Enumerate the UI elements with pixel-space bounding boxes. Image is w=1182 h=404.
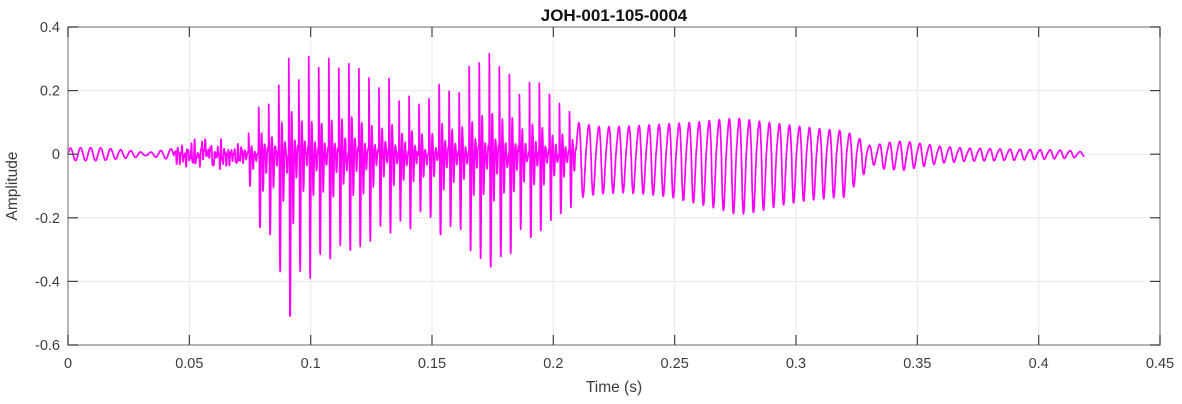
y-tick-label: 0.2 bbox=[40, 84, 60, 100]
x-tick-label: 0.35 bbox=[903, 356, 931, 372]
x-tick-label: 0.05 bbox=[175, 356, 203, 372]
x-tick-label: 0.25 bbox=[661, 356, 689, 372]
x-tick-label: 0.45 bbox=[1146, 356, 1174, 372]
axes-box-and-ticks bbox=[67, 26, 1161, 346]
waveform-line bbox=[67, 52, 1085, 317]
chart-title: JOH-001-105-0004 bbox=[541, 6, 688, 25]
y-tick-label: 0 bbox=[52, 147, 60, 163]
x-tick-label: 0.2 bbox=[543, 356, 563, 372]
y-tick-label: 0.4 bbox=[40, 20, 60, 36]
y-tick-label: -0.6 bbox=[35, 338, 60, 354]
plot-box bbox=[67, 26, 1161, 346]
x-tick-label: 0 bbox=[64, 356, 72, 372]
x-axis-label: Time (s) bbox=[586, 379, 642, 396]
x-tick-label: 0.4 bbox=[1029, 356, 1049, 372]
x-tick-label: 0.3 bbox=[786, 356, 806, 372]
y-axis-label: Amplitude bbox=[4, 152, 21, 221]
y-tick-label: -0.4 bbox=[35, 274, 60, 290]
tick-labels: 0 0.05 0.1 0.15 0.2 0.25 0.3 0.35 0.4 0.45 -0.6 -0.… bbox=[35, 20, 1174, 372]
x-tick-label: 0.15 bbox=[418, 356, 446, 372]
x-tick-label: 0.1 bbox=[301, 356, 321, 372]
y-tick-label: -0.2 bbox=[35, 211, 60, 227]
